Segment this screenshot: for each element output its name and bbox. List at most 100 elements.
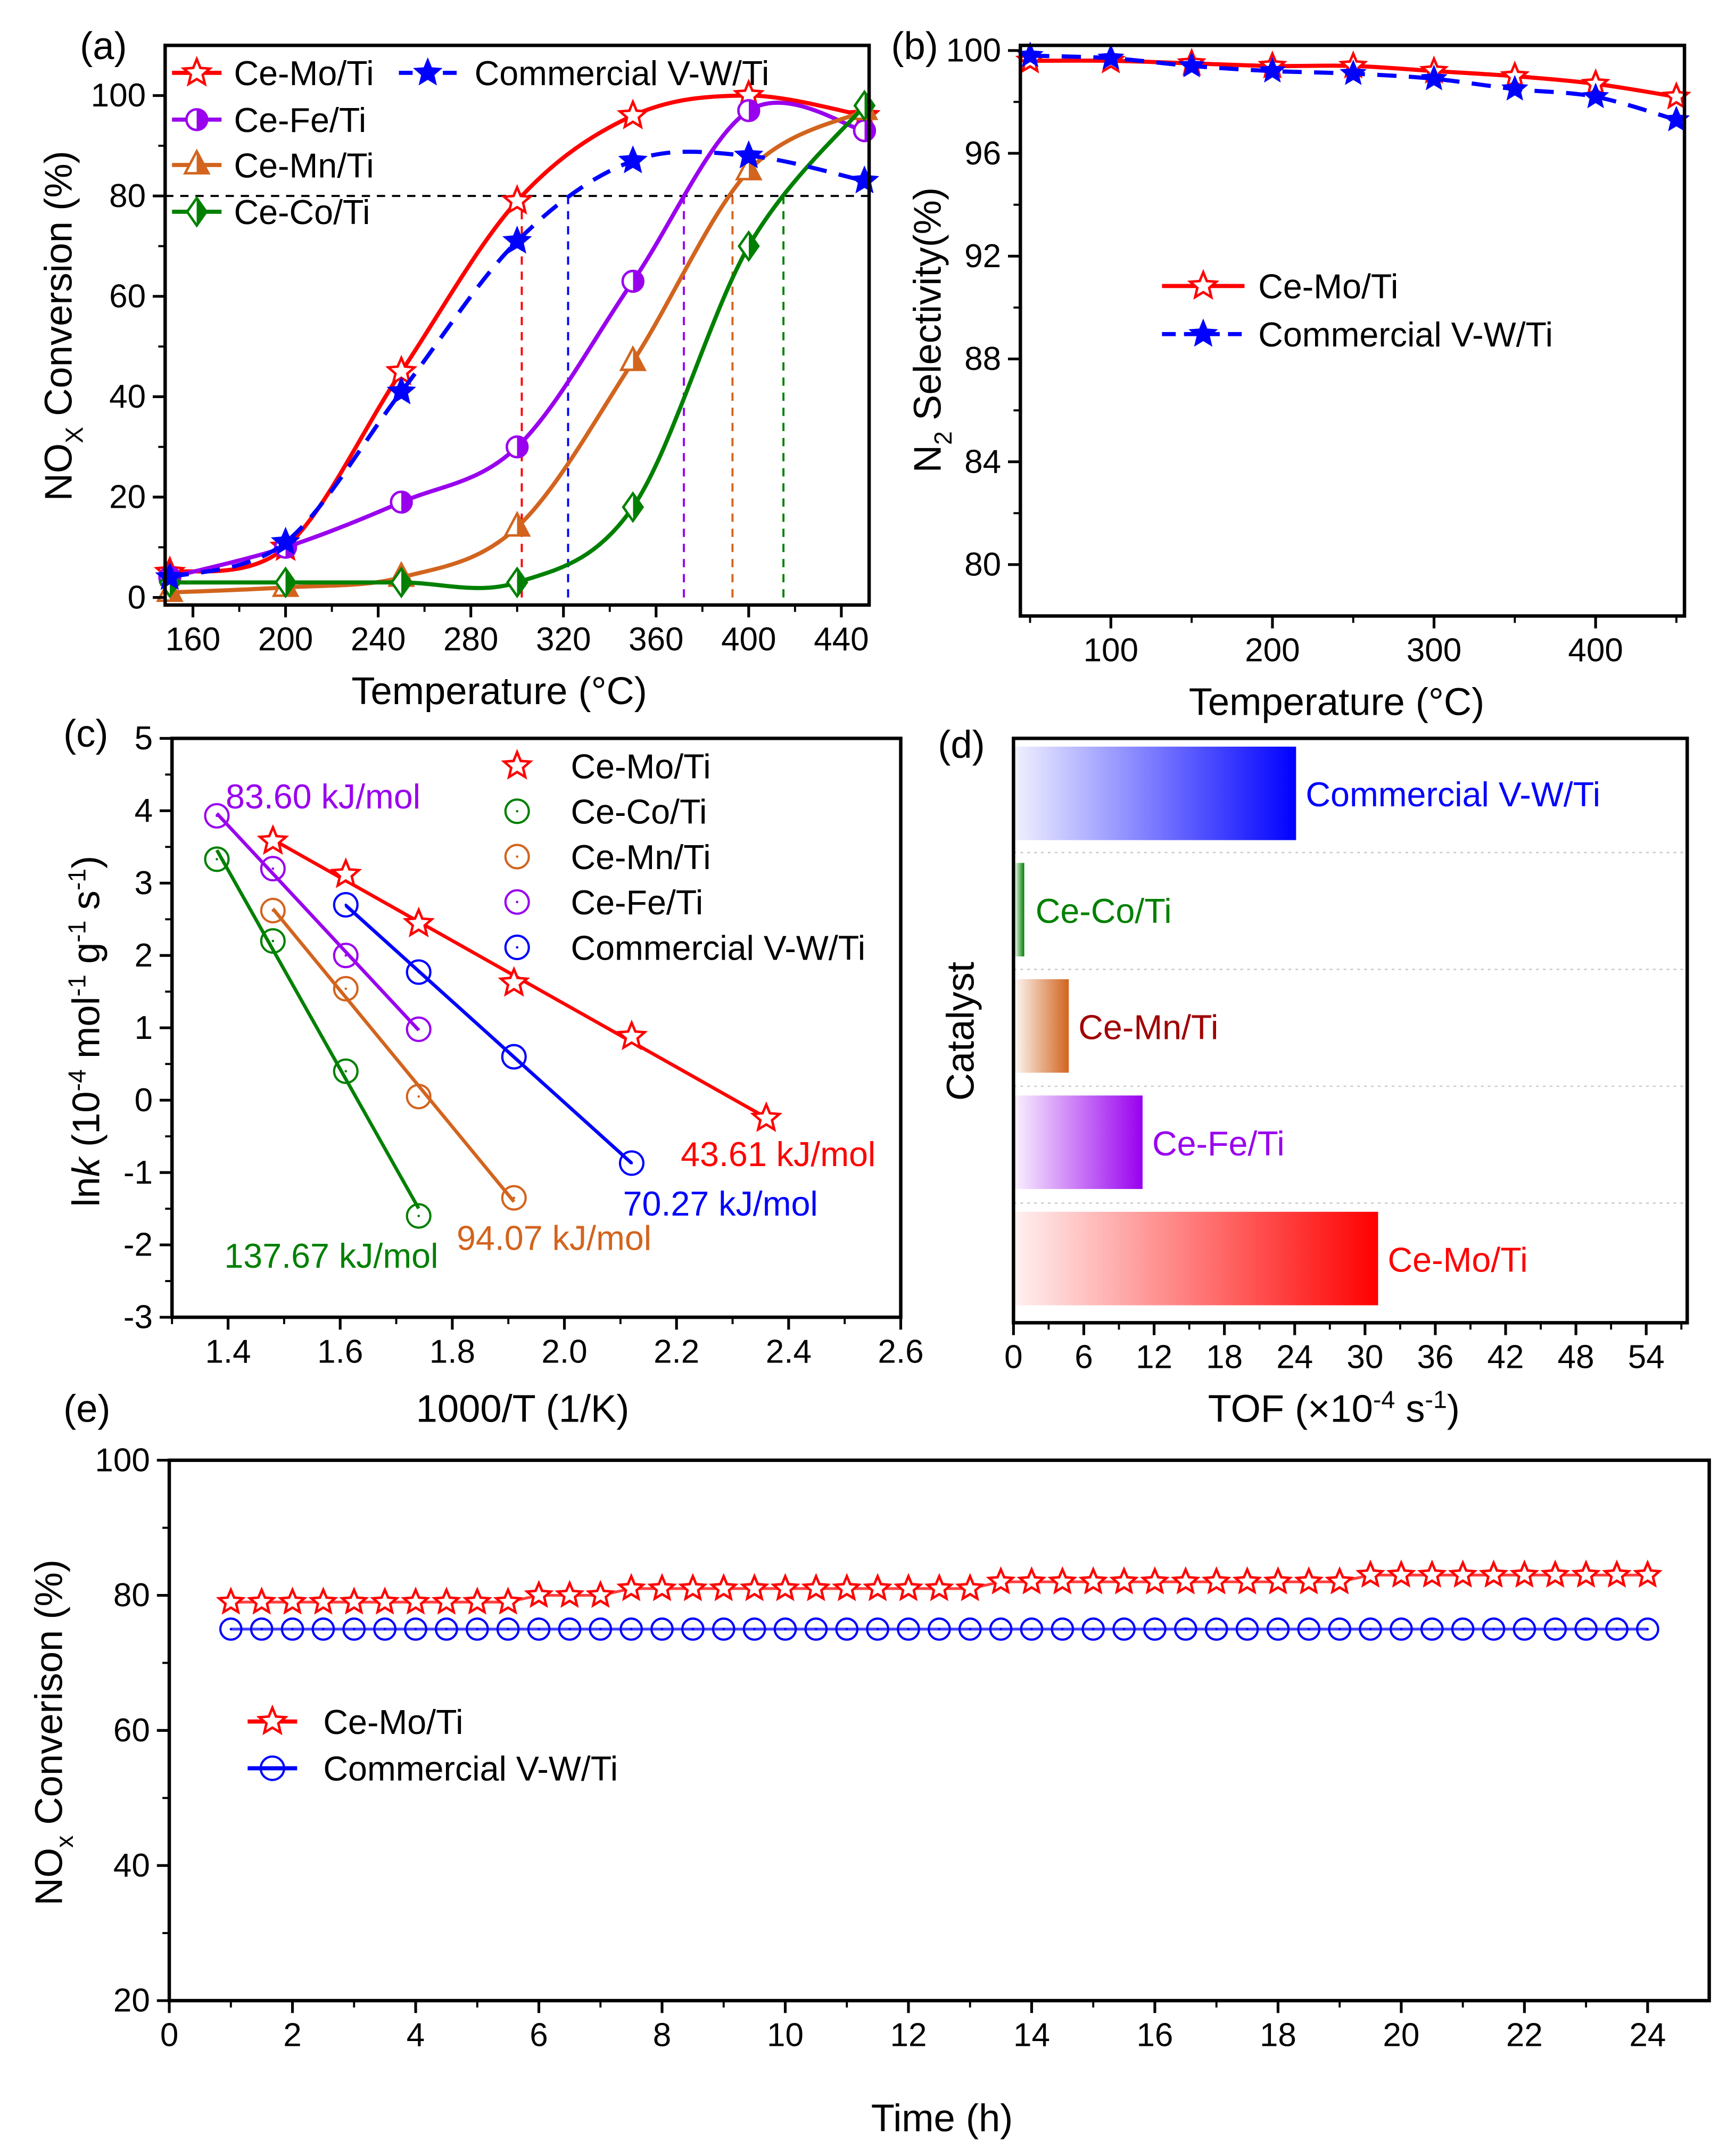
e-point-mo [1201, 1566, 1232, 1595]
e-point-mo [1232, 1566, 1262, 1595]
e-point-mo [955, 1573, 985, 1601]
e-point-vw [527, 1617, 551, 1641]
e-x-tick-label: 22 [1506, 2017, 1543, 2053]
c-x-tick-label: 2.6 [878, 1333, 923, 1370]
c-y-tick-label: 2 [135, 937, 153, 974]
e-point-mo [647, 1573, 677, 1601]
b-point-vw [1097, 44, 1125, 70]
e-point-mo [708, 1573, 739, 1601]
b-point-vw [1178, 52, 1205, 78]
b-vw-legend-marker [1188, 318, 1218, 347]
c-point-fe [260, 856, 286, 882]
a-point-mn [619, 345, 647, 371]
e-point-mo [677, 1573, 708, 1601]
d-frame [1012, 737, 1689, 1325]
e-y-title: NOx Converison (%) [28, 1559, 79, 1905]
e-point-mo [893, 1573, 923, 1601]
c-activation-energy-label-mn: 94.07 kJ/mol [457, 1219, 651, 1257]
a-point-vw [849, 165, 880, 194]
a-point-vw [386, 376, 416, 404]
e-point-vw [342, 1617, 366, 1641]
a-point-mn [734, 154, 763, 180]
b-y-tick-label: 80 [964, 547, 1001, 583]
e-point-vw [250, 1617, 274, 1641]
b-y-tick-label: 92 [964, 238, 1001, 275]
c-y-tick-label: 4 [135, 792, 153, 829]
a-point-co [506, 566, 528, 599]
e-point-mo [1602, 1559, 1632, 1588]
d-bar-label-mn: Ce-Mn/Ti [1078, 1008, 1218, 1046]
panel-label-b: (b) [891, 25, 938, 68]
c-y-tick-label: -3 [123, 1299, 153, 1336]
c-frame [170, 737, 903, 1319]
c-point-mo [257, 824, 290, 855]
e-point-mo [1078, 1566, 1109, 1595]
e-point-vw [589, 1617, 613, 1641]
e-x-tick-label: 6 [530, 2017, 548, 2053]
a-mn-legend-marker [183, 148, 211, 175]
e-point-vw [1574, 1617, 1598, 1641]
b-mo-legend-label: Ce-Mo/Ti [1258, 268, 1398, 306]
e-point-vw [219, 1617, 243, 1641]
d-bar-fe [1014, 1095, 1143, 1189]
e-point-vw [1328, 1617, 1352, 1641]
c-legend-label-mn: Ce-Mn/Ti [571, 838, 710, 877]
c-legend-label-vw: Commercial V-W/Ti [571, 929, 865, 967]
c-activation-energy-label-co: 137.67 kJ/mol [224, 1237, 438, 1275]
e-point-mo [1478, 1559, 1509, 1588]
e-mo-legend-label: Ce-Mo/Ti [323, 1703, 463, 1741]
d-bar-label-fe: Ce-Fe/Ti [1152, 1125, 1285, 1163]
a-x-tick-label: 200 [258, 621, 313, 658]
c-x-tick-label: 1.4 [205, 1333, 251, 1370]
c-point-vw [618, 1150, 644, 1176]
b-point-vw [1501, 75, 1528, 101]
a-fe-legend-label: Ce-Fe/Ti [234, 101, 366, 139]
c-activation-energy-label-fe: 83.60 kJ/mol [226, 778, 420, 816]
e-x-tick-label: 10 [767, 2017, 804, 2053]
d-x-tick-label: 0 [1004, 1339, 1022, 1376]
a-point-vw [734, 140, 764, 169]
b-mo-legend-marker [1187, 269, 1220, 300]
b-y-title: N2 Selectivity(%) [906, 187, 957, 473]
c-point-mo [402, 906, 435, 938]
e-point-vw [1482, 1617, 1506, 1641]
e-y-tick-label: 80 [113, 1577, 150, 1614]
e-x-tick-label: 4 [407, 2017, 425, 2053]
b-y-tick-label: 84 [964, 443, 1001, 480]
e-point-mo [1109, 1566, 1139, 1595]
e-point-vw [1513, 1617, 1536, 1641]
e-point-vw [1266, 1617, 1290, 1641]
d-bar-label-co: Ce-Co/Ti [1036, 892, 1172, 930]
c-point-mo [750, 1101, 783, 1133]
e-point-vw [373, 1617, 396, 1641]
c-x-tick-label: 1.8 [429, 1333, 475, 1370]
e-point-mo [739, 1573, 770, 1601]
e-point-mo [431, 1587, 461, 1615]
e-point-mo [616, 1573, 647, 1601]
c-activation-energy-label-mo: 43.61 kJ/mol [681, 1135, 875, 1174]
e-point-mo [1417, 1559, 1447, 1588]
a-vw-legend-marker [413, 57, 443, 86]
e-point-mo [216, 1587, 246, 1615]
a-point-fe [737, 99, 761, 122]
a-co-legend-marker [185, 195, 208, 228]
e-x-tick-label: 2 [283, 2017, 301, 2053]
a-point-mn [503, 510, 531, 537]
d-x-tick-label: 6 [1075, 1339, 1093, 1376]
e-point-mo [1571, 1559, 1601, 1588]
c-legend-label-mo: Ce-Mo/Ti [571, 747, 710, 786]
e-point-vw [681, 1617, 705, 1641]
c-point-co [333, 1058, 359, 1084]
b-vw-legend-label: Commercial V-W/Ti [1258, 316, 1553, 354]
e-point-mo [524, 1580, 554, 1608]
c-point-mo [498, 966, 530, 997]
c-y-tick-label: -2 [123, 1227, 153, 1263]
c-x-tick-label: 1.6 [317, 1333, 363, 1370]
d-x-tick-label: 54 [1628, 1339, 1665, 1376]
a-x-title: Temperature (°C) [351, 670, 647, 713]
c-point-fe [333, 943, 359, 969]
d-x-tick-label: 18 [1206, 1339, 1243, 1376]
a-point-fe [621, 269, 644, 293]
e-point-vw [958, 1617, 982, 1641]
a-mo-legend-marker [180, 55, 213, 87]
